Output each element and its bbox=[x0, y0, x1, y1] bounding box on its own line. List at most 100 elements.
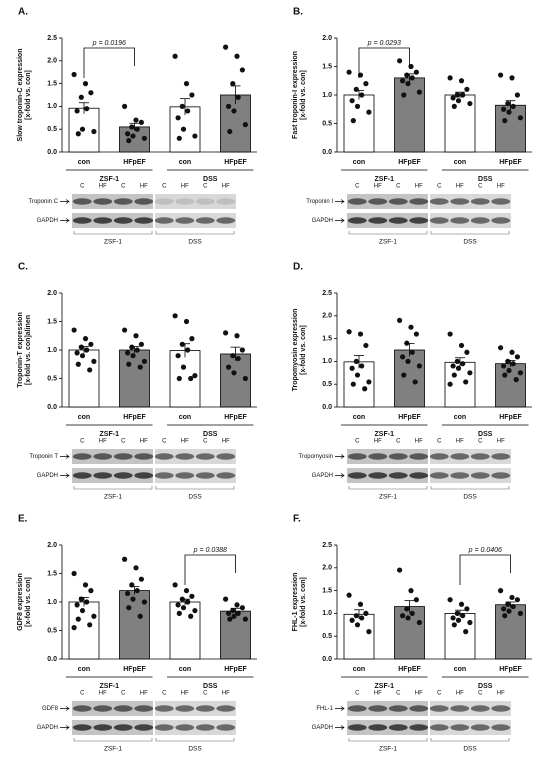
lane-label: HF bbox=[140, 691, 148, 697]
data-point bbox=[409, 610, 415, 617]
group-label: ZSF-1 bbox=[375, 431, 395, 438]
y-tick-label: 2.0 bbox=[322, 35, 332, 42]
data-point bbox=[122, 556, 128, 562]
data-point bbox=[126, 361, 132, 367]
data-point bbox=[138, 576, 144, 582]
x-tick-label: HFpEF bbox=[123, 666, 146, 673]
x-tick-label: con bbox=[454, 159, 466, 166]
group-label: ZSF-1 bbox=[375, 176, 395, 183]
blot-strip bbox=[155, 213, 236, 228]
blot-band bbox=[470, 198, 490, 205]
panel-label: D. bbox=[293, 262, 303, 273]
data-point bbox=[226, 103, 232, 109]
blot-arrow bbox=[335, 454, 345, 459]
lane-label: HF bbox=[140, 184, 148, 190]
blot-strip bbox=[347, 449, 428, 464]
x-tick-label: con bbox=[353, 414, 365, 421]
data-point bbox=[401, 372, 407, 378]
y-axis-label: Slow troponin-C expression bbox=[17, 49, 24, 142]
blot-strip bbox=[155, 720, 236, 735]
data-point bbox=[460, 92, 466, 98]
blot-group-label: ZSF-1 bbox=[104, 746, 122, 753]
lane-label: HF bbox=[99, 691, 107, 697]
panel-label: A. bbox=[18, 7, 28, 18]
blot-band bbox=[491, 724, 511, 731]
group-label: DSS bbox=[203, 683, 218, 690]
blot-row-label: GDF8 bbox=[42, 706, 59, 712]
data-point bbox=[513, 377, 519, 383]
lane-label: C bbox=[355, 184, 360, 190]
data-point bbox=[175, 602, 181, 608]
blot-band bbox=[195, 217, 215, 224]
blot-band bbox=[347, 705, 367, 712]
lane-label: C bbox=[355, 691, 360, 697]
blot-band bbox=[72, 198, 92, 205]
y-axis-label: Tropomyosin expression bbox=[292, 309, 299, 392]
blot-band bbox=[347, 453, 367, 460]
y-tick-label: 1.5 bbox=[322, 587, 332, 594]
blot-strip bbox=[155, 468, 236, 483]
data-point bbox=[129, 344, 135, 350]
data-point bbox=[141, 358, 147, 364]
bar bbox=[394, 606, 425, 660]
data-point bbox=[506, 109, 512, 115]
x-tick-label: con bbox=[179, 666, 191, 673]
data-point bbox=[458, 342, 465, 349]
data-point bbox=[353, 358, 359, 364]
y-axis-label: [x-fold vs. con] bbox=[300, 70, 307, 120]
blot-strip bbox=[430, 449, 511, 464]
y-tick-label: 2.0 bbox=[47, 542, 57, 549]
blot-group-label: ZSF-1 bbox=[379, 746, 397, 753]
data-point bbox=[510, 361, 516, 367]
bar bbox=[169, 350, 201, 408]
data-point bbox=[71, 327, 77, 333]
blot-band bbox=[429, 217, 449, 224]
lane-label: C bbox=[396, 439, 401, 445]
x-tick-label: con bbox=[353, 666, 365, 673]
data-point bbox=[506, 367, 512, 374]
data-point bbox=[172, 313, 178, 319]
blot-band bbox=[154, 472, 174, 479]
y-axis-label: FHL-1 expression bbox=[292, 573, 299, 632]
group-label: ZSF-1 bbox=[100, 431, 120, 438]
data-point bbox=[517, 370, 524, 376]
lane-label: C bbox=[80, 691, 85, 697]
lane-label: HF bbox=[181, 184, 189, 190]
data-point bbox=[183, 588, 190, 594]
y-tick-label: 2.0 bbox=[47, 290, 57, 297]
y-tick-label: 0.0 bbox=[322, 404, 332, 411]
significance-label: p = 0.0196 bbox=[92, 40, 126, 47]
y-axis-label: Fast troponin-I expression bbox=[292, 51, 299, 139]
data-point bbox=[179, 103, 185, 109]
blot-band bbox=[175, 453, 195, 460]
y-tick-label: 2.5 bbox=[322, 542, 332, 549]
significance-label: p = 0.0293 bbox=[367, 40, 401, 47]
lane-label: C bbox=[203, 184, 208, 190]
blot-band bbox=[470, 472, 490, 479]
blot-band bbox=[113, 453, 133, 460]
data-point bbox=[397, 567, 403, 573]
data-point bbox=[450, 615, 456, 621]
blot-strip bbox=[72, 449, 153, 464]
data-point bbox=[404, 72, 410, 78]
data-point bbox=[126, 605, 132, 611]
blot-arrow bbox=[60, 199, 70, 204]
y-tick-label: 0.5 bbox=[47, 627, 57, 634]
blot-group-bracket bbox=[73, 231, 153, 235]
blot-band bbox=[429, 198, 449, 205]
data-point bbox=[416, 363, 422, 369]
blot-band bbox=[491, 705, 511, 712]
bar bbox=[394, 77, 425, 153]
lane-label: HF bbox=[497, 691, 505, 697]
y-tick-label: 0.5 bbox=[322, 120, 332, 127]
blot-band bbox=[388, 217, 408, 224]
y-tick-label: 0.0 bbox=[322, 149, 332, 156]
data-point bbox=[463, 629, 469, 635]
blot-group-bracket bbox=[348, 486, 428, 490]
data-point bbox=[501, 606, 507, 612]
blot-band bbox=[134, 198, 154, 205]
data-point bbox=[176, 135, 182, 141]
data-point bbox=[75, 616, 81, 622]
blot-band bbox=[195, 724, 215, 731]
blot-band bbox=[72, 705, 92, 712]
